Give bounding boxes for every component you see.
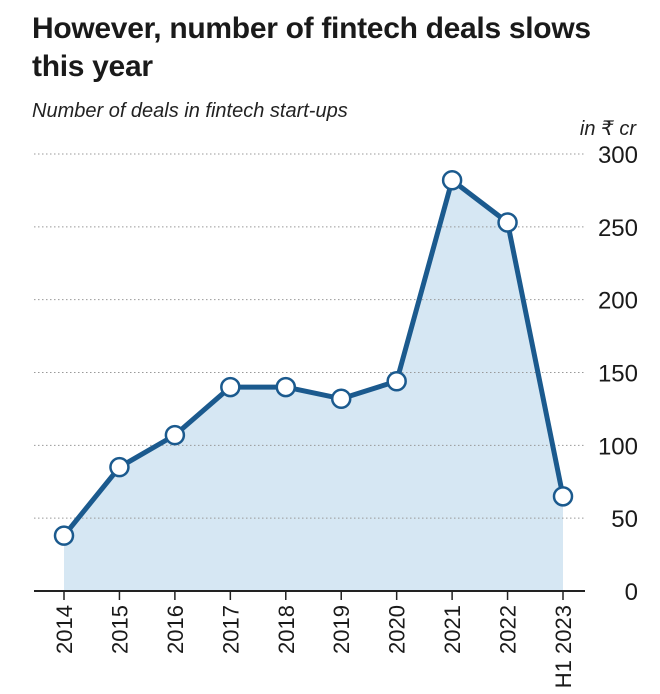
y-tick-label: 100 <box>598 433 638 460</box>
x-tick-label: 2021 <box>440 605 465 654</box>
data-point <box>386 370 407 392</box>
y-tick-label: 250 <box>598 215 638 242</box>
data-point <box>220 376 241 398</box>
series-line <box>61 177 566 539</box>
x-tick-label: 2016 <box>163 605 188 654</box>
data-point <box>53 525 75 546</box>
data-point <box>441 169 463 191</box>
data-point <box>164 424 186 446</box>
x-tick-label: 2019 <box>329 605 354 654</box>
x-tick-label: 2014 <box>52 605 77 654</box>
x-tick-label: 2018 <box>274 605 299 654</box>
y-tick-label: 50 <box>611 506 638 533</box>
data-point <box>109 456 130 478</box>
data-point <box>330 388 352 409</box>
x-tick-label: 2020 <box>385 605 410 654</box>
y-tick-label: 0 <box>625 579 638 606</box>
x-tick-label: 2017 <box>218 605 243 654</box>
area-fill <box>64 180 563 591</box>
y-tick-label: 150 <box>598 361 638 388</box>
chart-subtitle: Number of deals in fintech start-ups <box>32 100 348 122</box>
y-tick-label: 300 <box>598 142 638 169</box>
data-point <box>275 376 297 398</box>
data-point <box>497 212 518 233</box>
y-axis-unit-label: in ₹ cr <box>579 118 636 140</box>
y-tick-label: 200 <box>598 288 638 315</box>
chart-title: However, number of fintech deals slows t… <box>32 12 591 83</box>
x-tick-label: H1 2023 <box>551 605 576 688</box>
data-point <box>552 486 574 507</box>
x-tick-label: 2022 <box>496 605 521 654</box>
x-tick-label: 2015 <box>107 605 132 654</box>
